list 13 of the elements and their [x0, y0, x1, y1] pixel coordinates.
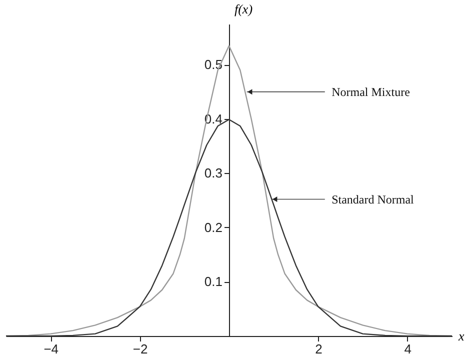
y-tick-label: 0.2	[204, 220, 222, 235]
x-tick-label: 4	[404, 342, 412, 356]
y-tick-label: 0.3	[204, 166, 222, 181]
annotation: Normal Mixture	[332, 84, 410, 99]
y-tick-label: 0.4	[204, 111, 222, 126]
y-tick-label: 0.5	[204, 57, 222, 72]
y-axis-title: f(x)	[234, 2, 253, 16]
x-tick-label: 2	[315, 342, 322, 356]
x-tick-label: −2	[132, 342, 148, 356]
x-tick-label: −4	[44, 342, 59, 356]
x-axis-title: x	[458, 328, 464, 344]
annotation: Standard Normal	[332, 192, 415, 206]
y-tick-label: 0.1	[204, 274, 222, 290]
